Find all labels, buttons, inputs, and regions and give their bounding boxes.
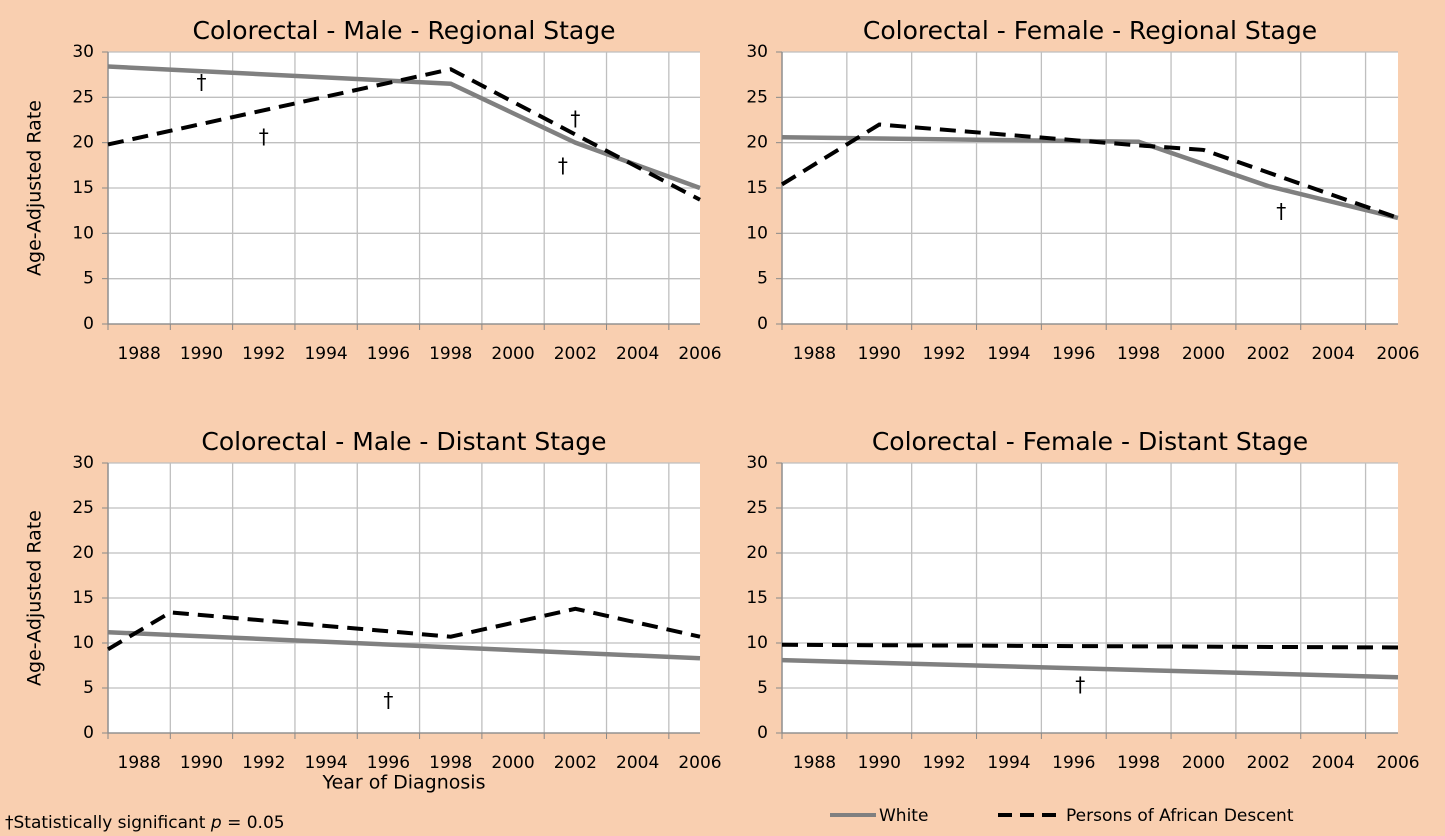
- annotation: †: [558, 154, 568, 178]
- x-tick-label: 2002: [1247, 344, 1290, 364]
- x-tick-label: 2006: [678, 344, 721, 364]
- x-tick-label: 1988: [793, 753, 836, 773]
- annotation: †: [1075, 673, 1085, 697]
- y-tick-label: 20: [746, 133, 768, 153]
- x-tick-label: 1996: [367, 753, 410, 773]
- annotation: †: [196, 70, 206, 94]
- y-tick-label: 20: [72, 133, 94, 153]
- x-tick-label: 1990: [180, 753, 223, 773]
- y-tick-label: 30: [746, 42, 768, 62]
- x-tick-label: 1998: [1117, 753, 1160, 773]
- x-tick-label: 2002: [1247, 753, 1290, 773]
- y-tick-label: 30: [72, 453, 94, 473]
- y-tick-label: 10: [746, 223, 768, 243]
- x-tick-label: 1996: [367, 344, 410, 364]
- x-tick-label: 1990: [180, 344, 223, 364]
- series-line: [780, 122, 1399, 220]
- x-tick-label: 1994: [987, 344, 1030, 364]
- x-tick-label: 2006: [1376, 753, 1419, 773]
- x-tick-label: 2000: [1182, 753, 1225, 773]
- legend-label: Persons of African Descent: [1066, 806, 1294, 826]
- series-line: [781, 134, 1399, 221]
- annotation: †: [570, 107, 580, 131]
- x-tick-label: 2000: [491, 344, 534, 364]
- x-tick-label: 1996: [1052, 753, 1095, 773]
- y-tick-label: 15: [72, 588, 94, 608]
- annotation: †: [383, 688, 393, 712]
- y-tick-label: 5: [757, 678, 768, 698]
- x-tick-label: 2004: [616, 344, 659, 364]
- x-tick-label: 2002: [554, 344, 597, 364]
- series-line: [781, 642, 1399, 650]
- y-tick-label: 5: [83, 678, 94, 698]
- legend-label: White: [879, 806, 928, 826]
- y-tick-label: 15: [746, 178, 768, 198]
- x-tick-label: 1990: [858, 753, 901, 773]
- series-line: [781, 657, 1399, 680]
- x-tick-label: 1994: [304, 344, 347, 364]
- x-tick-label: 1988: [793, 344, 836, 364]
- y-tick-label: 25: [72, 498, 94, 518]
- y-tick-label: 20: [72, 543, 94, 563]
- y-tick-label: 10: [72, 223, 94, 243]
- footnote-italic: p: [210, 813, 222, 833]
- x-tick-label: 1992: [922, 753, 965, 773]
- y-tick-label: 25: [72, 87, 94, 107]
- y-tick-label: 30: [746, 453, 768, 473]
- series-line: [107, 629, 701, 661]
- annotation: †: [1276, 199, 1286, 223]
- y-axis-label: Age-Adjusted Rate: [24, 510, 46, 686]
- x-tick-label: 1992: [922, 344, 965, 364]
- y-tick-label: 0: [757, 723, 768, 743]
- x-tick-label: 2002: [554, 753, 597, 773]
- x-tick-label: 1994: [304, 753, 347, 773]
- x-tick-label: 1996: [1052, 344, 1095, 364]
- chart-title: Colorectal - Male - Regional Stage: [193, 16, 616, 45]
- x-tick-label: 2004: [1312, 344, 1355, 364]
- y-tick-label: 5: [83, 269, 94, 289]
- chart-title: Colorectal - Male - Distant Stage: [201, 427, 606, 456]
- y-tick-label: 0: [83, 723, 94, 743]
- x-tick-label: 2006: [1376, 344, 1419, 364]
- y-tick-label: 30: [72, 42, 94, 62]
- x-tick-label: 1994: [987, 753, 1030, 773]
- chart-title: Colorectal - Female - Regional Stage: [863, 16, 1317, 45]
- x-axis-label: Year of Diagnosis: [322, 772, 486, 794]
- x-tick-label: 1988: [118, 344, 161, 364]
- x-tick-label: 1990: [858, 344, 901, 364]
- y-tick-label: 20: [746, 543, 768, 563]
- footnote-prefix: †Statistically significant: [5, 813, 211, 833]
- x-tick-label: 2006: [678, 753, 721, 773]
- annotation: †: [259, 125, 269, 149]
- x-tick-label: 2004: [1312, 753, 1355, 773]
- y-tick-label: 25: [746, 87, 768, 107]
- y-tick-label: 15: [746, 588, 768, 608]
- x-tick-label: 2000: [491, 753, 534, 773]
- y-tick-label: 5: [757, 269, 768, 289]
- x-tick-label: 1988: [118, 753, 161, 773]
- series-line: [106, 606, 701, 652]
- series-line: [107, 67, 701, 202]
- x-tick-label: 2000: [1182, 344, 1225, 364]
- x-tick-label: 2004: [616, 753, 659, 773]
- footnote: †Statistically significant p = 0.05: [5, 813, 285, 833]
- x-tick-label: 1998: [429, 753, 472, 773]
- y-tick-label: 25: [746, 498, 768, 518]
- x-tick-label: 1998: [1117, 344, 1160, 364]
- y-tick-label: 10: [72, 633, 94, 653]
- x-tick-label: 1992: [242, 344, 285, 364]
- y-tick-label: 15: [72, 178, 94, 198]
- y-axis-label: Age-Adjusted Rate: [24, 100, 46, 276]
- footnote-suffix: = 0.05: [222, 813, 285, 833]
- y-tick-label: 10: [746, 633, 768, 653]
- x-tick-label: 1998: [429, 344, 472, 364]
- x-tick-label: 1992: [242, 753, 285, 773]
- y-tick-label: 0: [757, 314, 768, 334]
- y-tick-label: 0: [83, 314, 94, 334]
- chart-title: Colorectal - Female - Distant Stage: [872, 427, 1308, 456]
